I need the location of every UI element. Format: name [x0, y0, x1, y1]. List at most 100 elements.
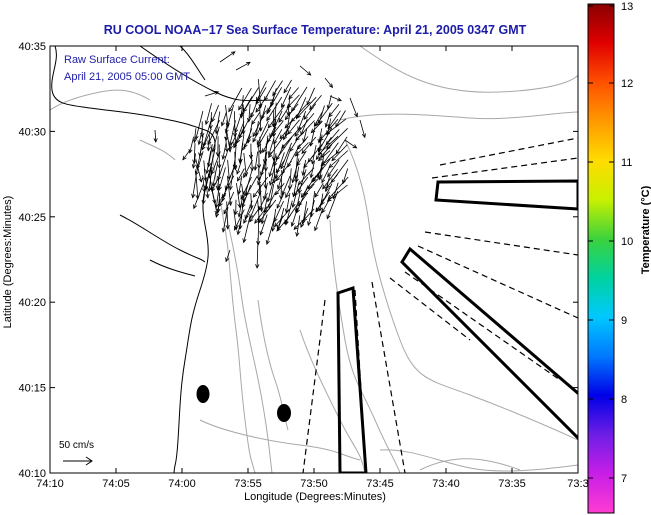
current-vector-head: [193, 204, 197, 210]
current-vector: [289, 135, 300, 152]
current-vector: [320, 144, 333, 158]
current-vector: [195, 111, 204, 140]
current-vector: [282, 175, 291, 195]
current-vector: [195, 158, 202, 182]
current-vector: [316, 198, 324, 212]
current-vector: [314, 208, 324, 231]
current-vector: [236, 158, 243, 175]
current-vector: [264, 192, 276, 213]
colorbar-tick-label: 7: [621, 473, 627, 485]
current-vector-head: [266, 197, 271, 203]
current-vector-head: [223, 209, 228, 215]
current-vector: [252, 127, 261, 143]
current-vector: [249, 192, 261, 219]
current-vector: [308, 174, 323, 189]
current-vector: [218, 167, 226, 191]
current-vector: [255, 95, 268, 113]
current-vector: [182, 149, 191, 160]
current-vector-head: [211, 147, 216, 153]
current-vector: [312, 159, 331, 182]
current-vector-head: [341, 179, 346, 185]
current-vector: [296, 96, 317, 119]
box-southeast: [400, 246, 578, 441]
current-vector-head: [207, 162, 212, 168]
current-vector: [243, 207, 253, 224]
current-vector-head: [211, 182, 216, 188]
current-vector: [303, 152, 316, 168]
current-vector: [260, 214, 268, 235]
current-vector-head: [250, 166, 255, 172]
current-vector-head: [309, 173, 314, 179]
current-vector: [298, 167, 315, 185]
current-vector-head: [294, 151, 300, 157]
current-vector: [259, 104, 262, 131]
dashed-line: [431, 157, 578, 179]
current-vector-head: [237, 212, 242, 218]
current-vector-head: [307, 221, 312, 227]
current-vector-head: [273, 139, 278, 145]
current-vector: [289, 168, 292, 190]
current-vector-head: [245, 61, 251, 66]
current-vector-head: [204, 120, 209, 126]
current-vector-head: [285, 193, 290, 199]
current-vector: [198, 128, 203, 145]
current-vector: [238, 175, 243, 194]
x-tick-label: 73:35: [498, 478, 526, 490]
x-axis-ticks: 74:10 74:05 74:00 73:55 73:50 73:45 73:40 73:35…: [36, 46, 589, 490]
current-vector-head: [254, 219, 259, 224]
coast-path: [149, 259, 196, 277]
contour-line: [344, 139, 578, 441]
current-vector-head: [243, 172, 249, 177]
current-vector: [331, 144, 348, 161]
current-vector-head: [188, 148, 193, 154]
current-vector-head: [296, 113, 301, 119]
current-vector: [293, 216, 307, 230]
colorbar-ticks: 13 12 11 10 9 8 7: [588, 1, 633, 485]
current-vector: [260, 152, 268, 176]
current-vector: [252, 110, 266, 137]
current-vector-head: [284, 132, 289, 138]
current-vector-head: [324, 187, 329, 193]
current-vector-head: [257, 180, 262, 186]
box-south: [336, 285, 368, 473]
current-vector-head: [236, 230, 241, 236]
current-vector: [328, 176, 349, 200]
y-tick-label: 40:20: [18, 297, 46, 309]
colorbar-label: Temperature (°C): [640, 185, 651, 274]
current-vector-head: [227, 147, 232, 153]
current-vector-head: [215, 213, 220, 218]
current-vector: [292, 158, 300, 183]
current-vector: [321, 167, 330, 183]
current-vector: [269, 110, 283, 138]
x-tick-label: 73:3: [567, 478, 588, 490]
current-vector-head: [241, 197, 246, 203]
current-vector-head: [256, 140, 261, 146]
current-vector: [251, 112, 261, 125]
current-vector: [239, 142, 244, 163]
current-vector-head: [258, 149, 263, 155]
current-vector: [326, 174, 338, 189]
colorbar-tick-label: 13: [621, 1, 633, 13]
current-vector-head: [284, 115, 290, 121]
current-vector: [275, 160, 285, 173]
current-vector-head: [286, 111, 291, 117]
current-vector-head: [284, 123, 290, 129]
current-vector: [284, 200, 300, 224]
current-vector: [241, 184, 252, 208]
current-vector-head: [207, 140, 212, 146]
current-vector-head: [290, 222, 295, 227]
current-vector: [223, 191, 235, 214]
current-vector: [196, 143, 203, 170]
current-vector-head: [281, 103, 285, 109]
current-vector: [292, 184, 299, 208]
current-vector: [302, 159, 307, 176]
x-tick-label: 74:00: [168, 478, 196, 490]
current-vector-head: [206, 146, 211, 152]
current-vector: [276, 160, 292, 181]
scale-arrow: [63, 456, 93, 466]
current-vector: [154, 129, 157, 143]
current-vector: [273, 143, 276, 161]
current-vector: [301, 136, 317, 154]
current-vector-head: [243, 173, 248, 179]
current-vector: [269, 166, 276, 186]
